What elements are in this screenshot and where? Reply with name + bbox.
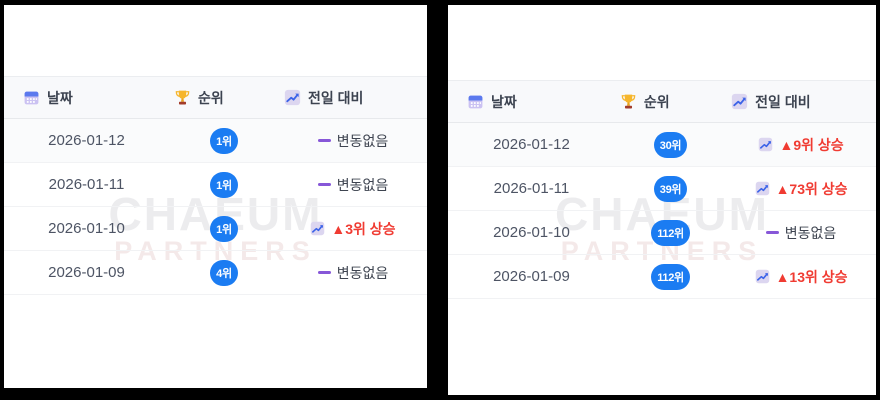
rank-cell: 112위 — [615, 219, 726, 246]
no-change-dash-icon — [317, 183, 331, 186]
chart-up-icon — [310, 221, 325, 236]
chart-up-icon — [755, 181, 770, 196]
change-cell: ▲3위 상승 — [279, 219, 427, 239]
date-cell: 2026-01-09 — [48, 264, 125, 281]
change-text: 변동없음 — [336, 132, 389, 149]
rank-badge: 4위 — [210, 259, 238, 286]
header-rank-label: 순위 — [643, 93, 670, 110]
rank-badge: 1위 — [210, 171, 238, 198]
header-rank: 순위 — [169, 88, 279, 108]
change-text: ▲13위 상승 — [775, 268, 848, 285]
change-cell: ▲9위 상승 — [726, 135, 876, 155]
table-row: 2026-01-11 39위 ▲73위 상승 — [448, 167, 876, 211]
no-change-dash-icon — [317, 139, 331, 142]
chart-up-icon — [758, 137, 773, 152]
change-text: 변동없음 — [784, 224, 837, 241]
header-date-label: 날짜 — [47, 89, 73, 106]
rank-cell: 1위 — [169, 127, 279, 154]
date-cell: 2026-01-12 — [493, 136, 570, 153]
table-row: 2026-01-12 30위 ▲9위 상승 — [448, 123, 876, 167]
change-cell: ▲13위 상승 — [726, 267, 876, 287]
rank-badge: 30위 — [653, 131, 688, 158]
change-text: ▲73위 상승 — [775, 180, 848, 197]
table-row: 2026-01-11 1위 변동없음 — [4, 163, 427, 207]
header-date: 날짜 — [448, 92, 615, 112]
date-cell: 2026-01-12 — [48, 132, 125, 149]
header-change-label: 전일 대비 — [755, 93, 811, 110]
table-row: 2026-01-10 1위 ▲3위 상승 — [4, 207, 427, 251]
date-cell: 2026-01-10 — [493, 224, 570, 241]
change-cell: 변동없음 — [279, 263, 427, 283]
trophy-icon — [620, 93, 637, 110]
change-cell: 변동없음 — [279, 175, 427, 195]
header-change-label: 전일 대비 — [307, 89, 364, 106]
change-text: 변동없음 — [336, 264, 389, 281]
rank-badge: 39위 — [653, 175, 688, 202]
trophy-icon — [174, 89, 191, 106]
no-change-dash-icon — [317, 271, 331, 274]
calendar-icon — [23, 89, 40, 106]
date-cell: 2026-01-09 — [493, 268, 570, 285]
date-cell: 2026-01-10 — [48, 220, 125, 237]
rank-cell: 112위 — [615, 263, 726, 290]
table-row: 2026-01-09 112위 ▲13위 상승 — [448, 255, 876, 299]
table-header: 날짜 순위 전일 대비 — [448, 80, 876, 123]
header-date-label: 날짜 — [491, 93, 517, 110]
calendar-icon — [467, 93, 484, 110]
table-row: 2026-01-12 1위 변동없음 — [4, 119, 427, 163]
rank-cell: 1위 — [169, 215, 279, 242]
change-cell: ▲73위 상승 — [726, 179, 876, 199]
rank-cell: 1위 — [169, 171, 279, 198]
rank-badge: 1위 — [210, 215, 238, 242]
header-change: 전일 대비 — [279, 88, 427, 108]
rank-cell: 4위 — [169, 259, 279, 286]
rank-badge: 1위 — [210, 127, 238, 154]
header-date: 날짜 — [4, 88, 169, 108]
header-rank-label: 순위 — [197, 89, 224, 106]
chart-up-icon — [284, 89, 301, 106]
change-cell: 변동없음 — [279, 131, 427, 151]
rank-cell: 39위 — [615, 175, 726, 202]
table-row: 2026-01-09 4위 변동없음 — [4, 251, 427, 295]
ranking-panel-left: CHAEUM PARTNERS 날짜 순위 전일 대비 2026-01-12 1… — [4, 5, 427, 388]
header-change: 전일 대비 — [726, 92, 876, 112]
table-row: 2026-01-10 112위 변동없음 — [448, 211, 876, 255]
change-cell: 변동없음 — [726, 223, 876, 243]
date-cell: 2026-01-11 — [493, 180, 570, 197]
chart-up-icon — [755, 269, 770, 284]
table-header: 날짜 순위 전일 대비 — [4, 76, 427, 119]
header-rank: 순위 — [615, 92, 726, 112]
chart-up-icon — [731, 93, 748, 110]
change-text: ▲3위 상승 — [331, 220, 396, 237]
rank-badge: 112위 — [651, 263, 690, 290]
change-text: ▲9위 상승 — [779, 136, 844, 153]
rank-cell: 30위 — [615, 131, 726, 158]
no-change-dash-icon — [765, 231, 779, 234]
ranking-panel-right: CHAEUM PARTNERS 날짜 순위 전일 대비 2026-01-12 3… — [448, 5, 876, 395]
rank-badge: 112위 — [651, 219, 690, 246]
date-cell: 2026-01-11 — [48, 176, 125, 193]
change-text: 변동없음 — [336, 176, 389, 193]
